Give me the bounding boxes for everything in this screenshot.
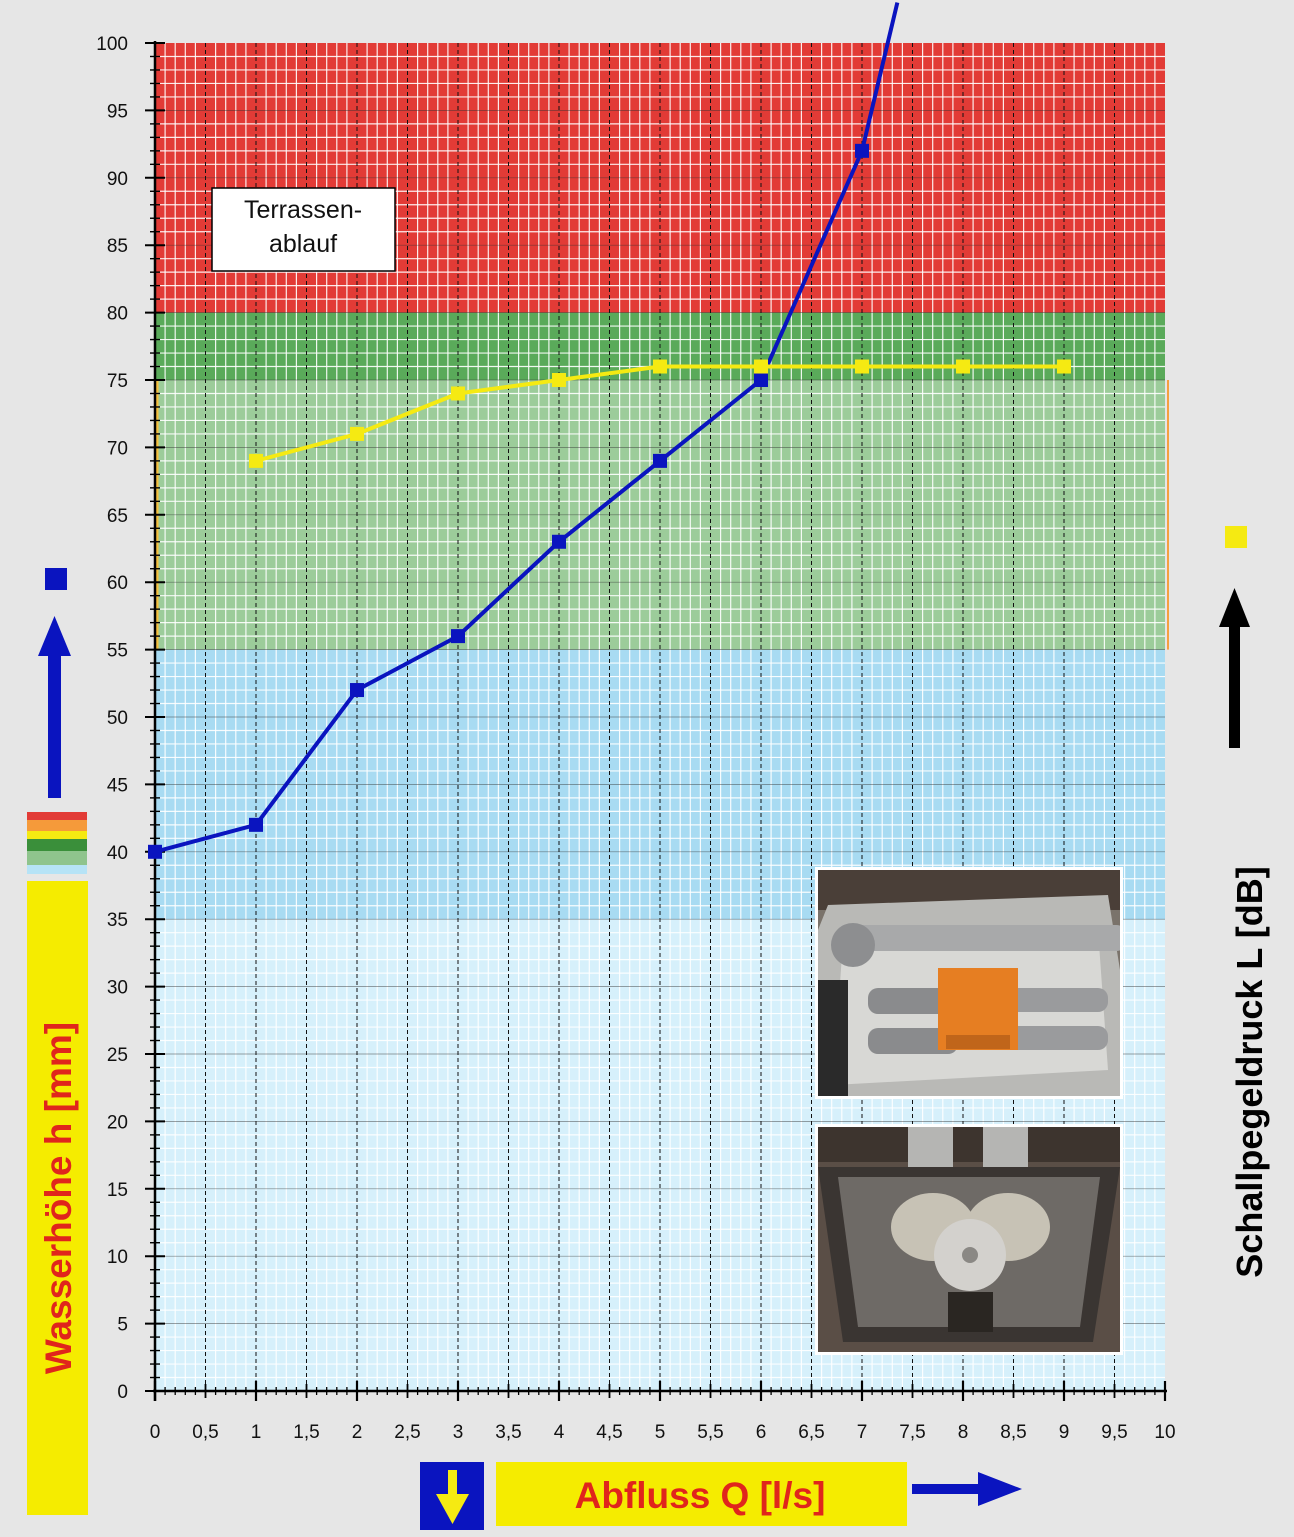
y-axis-label: Wasserhöhe h [mm] bbox=[38, 1022, 79, 1374]
y-axis-label-right: Schallpegeldruck L [dB] bbox=[1229, 866, 1270, 1277]
x-tick-labels: 0 0,5 1 1,5 2 2,5 3 3,5 4 4,5 5 5,5 6 6,5 7 7,5 8 8,5 9 9,5… bbox=[150, 1422, 1176, 1443]
series-0-point bbox=[148, 844, 162, 859]
y-tick-label: 90 bbox=[107, 169, 128, 190]
y-tick-label: 70 bbox=[107, 438, 128, 459]
x-tick-label: 6 bbox=[756, 1422, 767, 1443]
annotation-line2: ablauf bbox=[269, 230, 337, 258]
series-0-point bbox=[754, 373, 768, 387]
y-tick-label: 35 bbox=[107, 910, 128, 931]
y-tick-label: 10 bbox=[107, 1247, 128, 1268]
annotation-box: Terrassen- ablauf bbox=[211, 187, 396, 272]
series-1-point bbox=[754, 359, 768, 374]
y-tick-label: 50 bbox=[107, 708, 128, 729]
y-tick-label: 20 bbox=[107, 1112, 128, 1133]
y-tick-label: 75 bbox=[107, 371, 128, 392]
series-0-point bbox=[552, 534, 566, 549]
y-tick-labels: 0 5 10 15 20 25 30 35 40 45 50 55 60 65 70 75 80 85 90 95 10… bbox=[96, 34, 128, 1403]
y-tick-label: 30 bbox=[107, 978, 128, 999]
x-tick-label: 5,5 bbox=[697, 1422, 723, 1443]
blue-square-icon bbox=[45, 568, 67, 590]
x-tick-label: 3,5 bbox=[495, 1422, 521, 1443]
y-tick-label: 80 bbox=[107, 304, 128, 325]
x-tick-label: 0,5 bbox=[192, 1422, 218, 1443]
x-tick-label: 8 bbox=[958, 1422, 969, 1443]
drain-box-top-photo bbox=[815, 867, 1123, 1099]
x-tick-label: 9,5 bbox=[1101, 1422, 1127, 1443]
x-tick-label: 4 bbox=[554, 1422, 565, 1443]
y-tick-label: 100 bbox=[96, 34, 128, 55]
y-tick-label: 55 bbox=[107, 641, 128, 662]
axes bbox=[145, 41, 1167, 1401]
yellow-square-icon bbox=[1225, 526, 1247, 548]
y-tick-label: 45 bbox=[107, 775, 128, 796]
series-1-point bbox=[855, 359, 869, 374]
x-tick-label: 3 bbox=[453, 1422, 464, 1443]
series-1-point bbox=[249, 453, 263, 468]
y-tick-label: 65 bbox=[107, 506, 128, 527]
annotation-line1: Terrassen- bbox=[244, 196, 362, 224]
series-0-point bbox=[855, 143, 869, 158]
right-axis-decoration: Schallpegeldruck L [dB] bbox=[1219, 526, 1270, 1278]
bottom-axis-decoration: Abfluss Q [l/s] bbox=[420, 1462, 1022, 1530]
x-tick-label: 1,5 bbox=[293, 1422, 319, 1443]
y-tick-label: 95 bbox=[107, 101, 128, 122]
x-tick-label: 10 bbox=[1154, 1422, 1175, 1443]
x-tick-label: 9 bbox=[1059, 1422, 1070, 1443]
series-1-point bbox=[956, 359, 970, 374]
x-tick-label: 7 bbox=[857, 1422, 868, 1443]
series-0-point bbox=[653, 453, 667, 468]
x-tick-label: 2 bbox=[352, 1422, 363, 1443]
series-0-point bbox=[350, 683, 364, 698]
left-axis-decoration: Wasserhöhe h [mm] bbox=[27, 568, 88, 1515]
x-tick-label: 1 bbox=[251, 1422, 262, 1443]
series-0-point bbox=[451, 629, 465, 644]
y-tick-label: 25 bbox=[107, 1045, 128, 1066]
arrow-right-icon bbox=[912, 1472, 1022, 1506]
x-tick-label: 7,5 bbox=[899, 1422, 925, 1443]
arrow-up-icon bbox=[1219, 588, 1250, 748]
arrow-up-icon bbox=[38, 616, 71, 798]
series-0-point bbox=[249, 817, 263, 832]
y-tick-label: 5 bbox=[117, 1315, 128, 1336]
arrow-down-icon bbox=[420, 1462, 484, 1530]
x-tick-label: 5 bbox=[655, 1422, 666, 1443]
x-tick-label: 4,5 bbox=[596, 1422, 622, 1443]
y-tick-label: 40 bbox=[107, 843, 128, 864]
x-tick-label: 6,5 bbox=[798, 1422, 824, 1443]
x-tick-label: 0 bbox=[150, 1422, 161, 1443]
zone-color-key-icon bbox=[27, 812, 87, 874]
drain-box-bottom-photo bbox=[815, 1124, 1123, 1355]
series-1-point bbox=[552, 373, 566, 387]
series-1-point bbox=[350, 426, 364, 441]
series-1-point bbox=[451, 386, 465, 401]
y-tick-label: 85 bbox=[107, 236, 128, 257]
y-tick-label: 15 bbox=[107, 1180, 128, 1201]
x-tick-label: 2,5 bbox=[394, 1422, 420, 1443]
series-1-point bbox=[653, 359, 667, 374]
series bbox=[148, 2, 1071, 859]
y-tick-label: 60 bbox=[107, 573, 128, 594]
ylabel-background bbox=[27, 881, 88, 1515]
series-1-point bbox=[1057, 359, 1071, 374]
x-axis-label: Abfluss Q [l/s] bbox=[575, 1475, 826, 1516]
xlabel-background bbox=[496, 1462, 907, 1526]
y-tick-label: 0 bbox=[117, 1382, 128, 1403]
x-tick-label: 8,5 bbox=[1000, 1422, 1026, 1443]
